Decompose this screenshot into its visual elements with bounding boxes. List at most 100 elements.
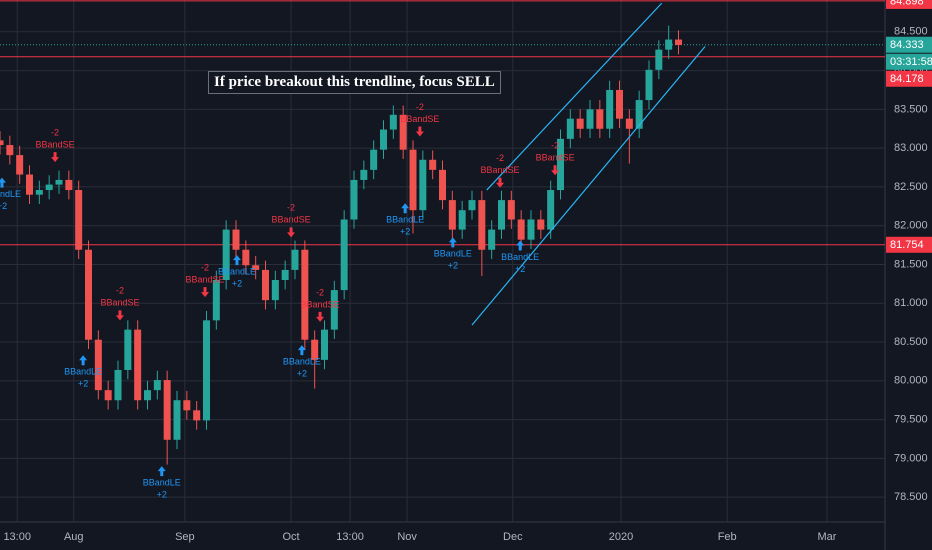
candle-body bbox=[271, 280, 279, 301]
y-tick-label: 79.000 bbox=[894, 452, 928, 464]
signal-label: BBandSE bbox=[186, 274, 225, 284]
x-tick-label: Sep bbox=[175, 531, 195, 543]
level-label-box bbox=[886, 70, 932, 87]
signal-qty: +2 bbox=[400, 227, 410, 237]
y-tick-label: 81.000 bbox=[894, 297, 928, 309]
candle-body bbox=[291, 249, 299, 270]
signal-qty: +2 bbox=[515, 264, 525, 274]
signal-label: BBandSE bbox=[481, 165, 520, 175]
countdown-label: 03:31:58 bbox=[890, 56, 932, 68]
signal-qty: -2 bbox=[496, 153, 504, 163]
candle-body bbox=[517, 219, 525, 240]
candle-body bbox=[203, 320, 210, 421]
signal-qty: +2 bbox=[0, 201, 7, 211]
signal-arrow bbox=[496, 177, 505, 188]
annotation: If price breakout this trendline, focus … bbox=[208, 71, 501, 94]
candle-body bbox=[340, 219, 348, 291]
candle-body bbox=[665, 39, 673, 50]
candle-body bbox=[45, 184, 53, 191]
candle-body bbox=[645, 69, 653, 101]
candle-body bbox=[507, 200, 515, 220]
signal-arrow bbox=[115, 310, 124, 321]
candle-body bbox=[399, 114, 407, 150]
x-tick-label: 13:00 bbox=[3, 531, 31, 543]
signal-qty: -2 bbox=[51, 127, 59, 137]
level-label: 84.898 bbox=[890, 0, 924, 7]
candle-body bbox=[163, 380, 171, 440]
candle-body bbox=[222, 229, 230, 281]
candle-body bbox=[330, 290, 338, 330]
candle-body bbox=[576, 118, 584, 129]
signal-qty: -2 bbox=[116, 286, 124, 296]
signal-label: BBandSE bbox=[36, 139, 75, 149]
signal-arrow bbox=[415, 126, 424, 137]
candle-body bbox=[439, 169, 446, 201]
signal-label: BBandSE bbox=[400, 114, 439, 124]
signal-qty: +2 bbox=[78, 379, 88, 389]
candle-body bbox=[448, 200, 456, 230]
signal-qty: -2 bbox=[201, 262, 209, 272]
signal-label: BBandLE bbox=[143, 478, 181, 488]
signal-label: BBandLE bbox=[218, 267, 256, 277]
candle-body bbox=[537, 219, 545, 230]
candle-body bbox=[65, 179, 73, 191]
candle-body bbox=[429, 159, 437, 170]
candle-body bbox=[242, 249, 250, 266]
candle-body bbox=[547, 190, 555, 230]
candle-body bbox=[527, 219, 535, 240]
signal-label: BBandSE bbox=[301, 299, 340, 309]
signal-qty: +2 bbox=[157, 490, 167, 500]
candle-body bbox=[193, 410, 201, 421]
signal-qty: +2 bbox=[448, 261, 458, 271]
signal-label: BBandLE bbox=[501, 252, 539, 262]
candle-body bbox=[232, 229, 240, 250]
candle-body bbox=[75, 190, 83, 250]
signal-label: BBandLE bbox=[64, 367, 102, 377]
signal-qty: +2 bbox=[297, 369, 307, 379]
candle-body bbox=[478, 200, 486, 250]
candle-body bbox=[557, 138, 564, 191]
last-price-label-box bbox=[886, 36, 932, 53]
candle-body bbox=[252, 265, 260, 270]
signal-label: BBandLE bbox=[283, 357, 321, 367]
signal-qty: -2 bbox=[316, 287, 324, 297]
candle-body bbox=[380, 129, 387, 150]
candle-body bbox=[311, 339, 319, 360]
signal-qty: +2 bbox=[232, 279, 242, 289]
candle-body bbox=[655, 49, 663, 70]
y-tick-label: 82.500 bbox=[894, 181, 928, 193]
candle-body bbox=[635, 100, 643, 129]
candle-body bbox=[360, 169, 368, 180]
y-tick-label: 80.500 bbox=[894, 336, 928, 348]
signal-arrow bbox=[157, 466, 166, 477]
candle-body bbox=[301, 249, 309, 340]
level-label: 81.754 bbox=[890, 239, 924, 251]
candle-body bbox=[419, 159, 427, 211]
signal-arrow bbox=[551, 165, 560, 176]
level-label-box bbox=[886, 236, 932, 253]
candle-body bbox=[675, 39, 682, 45]
trendline bbox=[486, 2, 663, 191]
signal-label: BBandSE bbox=[272, 215, 311, 225]
signal-arrow bbox=[401, 203, 410, 214]
candle-body bbox=[458, 210, 466, 230]
x-tick-label: Nov bbox=[397, 531, 417, 543]
candle-body bbox=[144, 390, 151, 401]
candle-body bbox=[625, 118, 633, 129]
signal-arrow bbox=[316, 311, 325, 322]
signal-label: BBandSE bbox=[100, 298, 139, 308]
candle-body bbox=[153, 380, 161, 391]
signal-arrow bbox=[79, 355, 88, 366]
signal-arrow bbox=[51, 152, 60, 163]
candle-body bbox=[596, 109, 604, 129]
signal-qty: -2 bbox=[551, 141, 559, 151]
signal-arrow bbox=[201, 287, 210, 298]
x-tick-label: 2020 bbox=[609, 531, 633, 543]
signal-label: BBandLE bbox=[434, 249, 472, 259]
candle-body bbox=[498, 200, 505, 230]
signal-arrow bbox=[448, 237, 457, 248]
candle-body bbox=[281, 269, 289, 281]
candle-body bbox=[321, 329, 328, 360]
candle-body bbox=[114, 369, 122, 401]
